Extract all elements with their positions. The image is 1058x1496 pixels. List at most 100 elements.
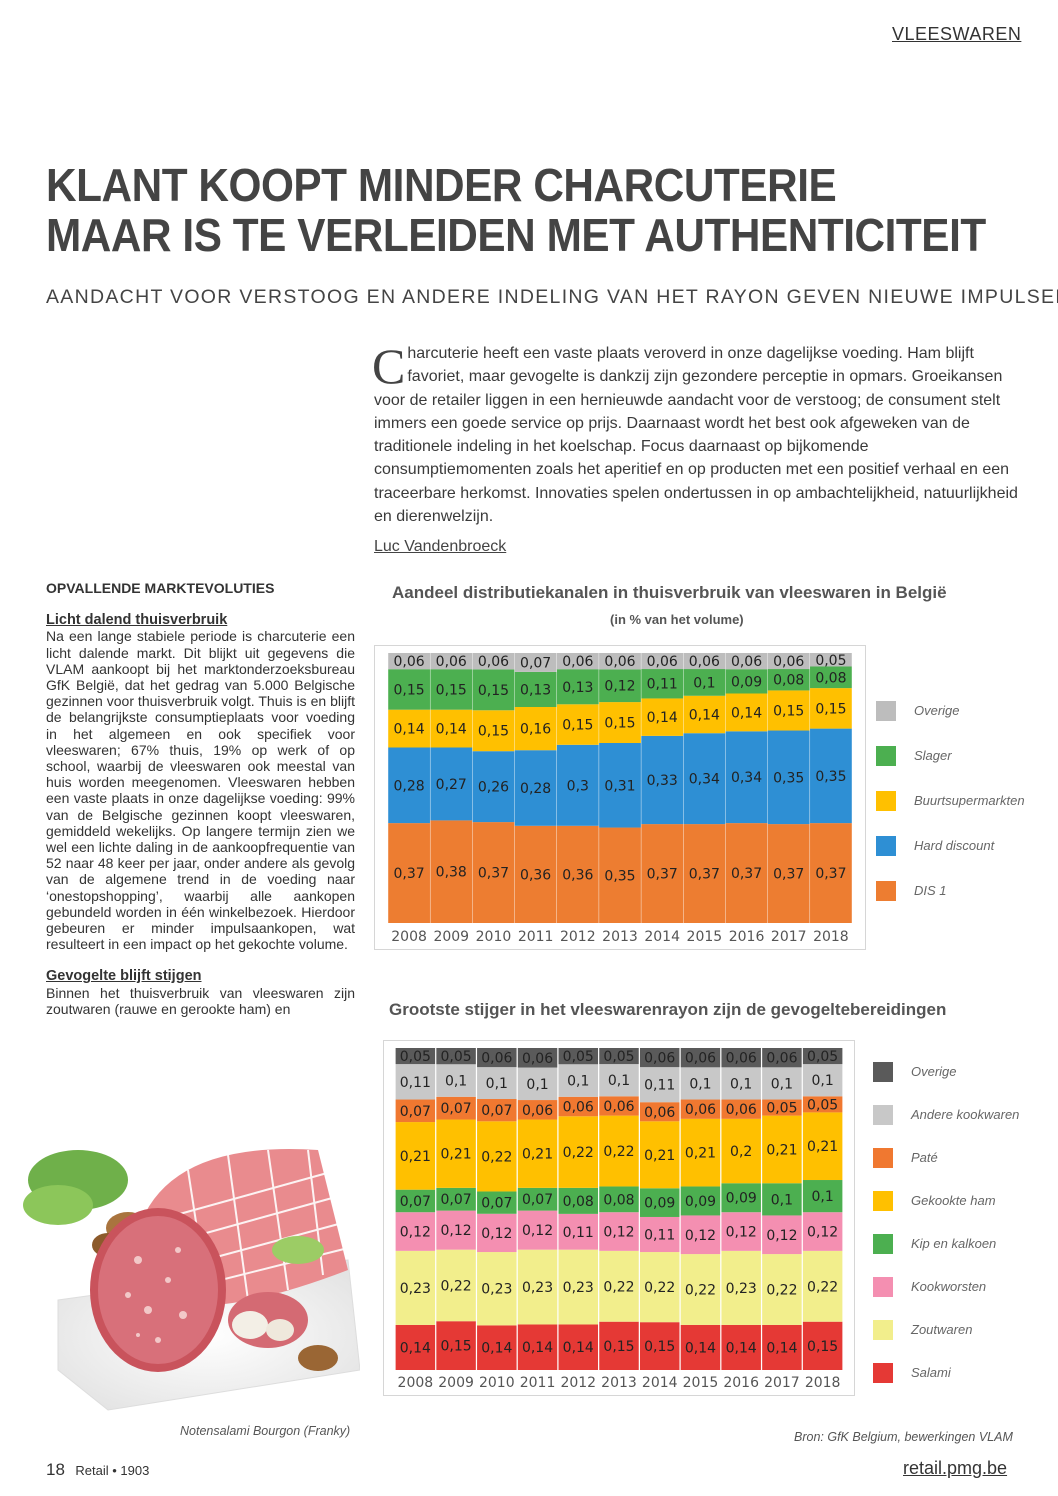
chart2-label-kookworsten-2015: 0,12 [685,1228,716,1244]
chart2-bar-kip-en-kalkoen-2014 [639,1188,680,1217]
chart1-label-slager-2017: 0,08 [773,673,804,689]
article-subtitle: AANDACHT VOOR VERSTOOG EN ANDERE INDELIN… [46,286,1058,308]
chart1-subtitle: (in % van het volume) [610,612,744,627]
chart1-legend-swatch-buurtsupermarkten [876,790,896,811]
chart2-label-overige-2013: 0,05 [603,1049,634,1065]
chart2-frame [383,1040,855,1396]
chart2-label-pat-2008: 0,07 [400,1104,431,1120]
chart1-label-buurtsupermarkten-2010: 0,15 [478,724,509,740]
chart2-bar-andere-kookwaren-2012 [558,1064,599,1097]
chart2-label-gekookte-ham-2012: 0,22 [563,1145,594,1161]
chart1-label-overige-2014: 0,06 [647,654,678,670]
chart2-bar-pat-2017 [762,1099,802,1116]
chart2-bar-salami-2009 [436,1321,476,1370]
chart1-label-slager-2013: 0,12 [604,679,635,695]
chart1-label-buurtsupermarkten-2008: 0,14 [394,722,425,738]
chart1-label-slager-2014: 0,11 [647,677,678,693]
chart1-bar-buurtsupermarkten-2016 [725,693,768,732]
chart2-bar-kookworsten-2014 [639,1216,680,1253]
chart2-label-andere-kookwaren-2018: 0,1 [812,1073,834,1089]
chart1-legend-label-overige: Overige [914,703,960,718]
chart2-label-zoutwaren-2013: 0,22 [603,1279,634,1295]
chart1-bar-buurtsupermarkten-2011 [514,707,557,751]
chart1-bar-overige-2018 [810,653,852,667]
chart1-label-slager-2012: 0,13 [562,680,593,696]
intro-text: harcuterie heeft een vaste plaats verove… [374,345,1018,526]
chart2-bar-zoutwaren-2011 [517,1249,558,1325]
chart2-bar-zoutwaren-2010 [477,1252,517,1326]
chart1-bar-buurtsupermarkten-2015 [683,695,726,734]
chart2-bar-kookworsten-2016 [721,1212,761,1251]
chart2-label-pat-2010: 0,07 [481,1103,512,1119]
chart1-label-overige-2013: 0,06 [604,654,635,670]
chart1-bar-buurtsupermarkten-2017 [767,690,810,731]
chart2-bar-gekookte-ham-2016 [721,1118,761,1184]
chart2-label-gekookte-ham-2017: 0,21 [766,1142,797,1158]
chart2-bar-overige-2008 [395,1048,436,1065]
chart1-category-2018: 2018 [813,929,849,945]
chart2-label-kookworsten-2008: 0,12 [400,1225,431,1241]
chart1-label-dis-1-2010: 0,37 [478,866,509,882]
chart1-bar-slager-2014 [641,669,684,699]
chart2-bar-overige-2015 [680,1048,721,1068]
chart1-label-slager-2018: 0,08 [815,670,846,686]
chart2-label-salami-2011: 0,14 [522,1340,553,1356]
chart1-label-overige-2017: 0,06 [773,654,804,670]
chart2-label-overige-2017: 0,06 [766,1051,797,1067]
chart1-category-2011: 2011 [518,929,554,945]
chart2-bar-andere-kookwaren-2011 [517,1067,558,1101]
chart1-label-dis-1-2013: 0,35 [604,868,635,884]
chart2-label-kookworsten-2014: 0,11 [644,1228,675,1244]
chart1-bar-dis-1-2012 [556,825,599,923]
chart2-bar-salami-2018 [802,1321,843,1370]
chart2-bar-kip-en-kalkoen-2011 [517,1187,558,1211]
chart2-legend-label-zoutwaren: Zoutwaren [911,1322,973,1337]
source-note: Bron: GfK Belgium, bewerkingen VLAM [794,1430,1013,1444]
chart2-label-kip-en-kalkoen-2017: 0,1 [771,1192,793,1208]
chart1-label-hard-discount-2010: 0,26 [478,780,509,796]
chart2-label-kookworsten-2017: 0,12 [766,1228,797,1244]
chart2-label-overige-2012: 0,05 [563,1049,594,1065]
chart2-label-salami-2008: 0,14 [400,1340,431,1356]
chart2-bar-salami-2015 [680,1324,721,1370]
chart1-bar-overige-2008 [388,653,430,670]
chart1-bar-dis-1-2016 [725,823,768,923]
chart1-bar-buurtsupermarkten-2018 [810,688,852,729]
chart2-bar-gekookte-ham-2018 [802,1112,843,1181]
chart2-bar-salami-2012 [558,1324,599,1370]
chart2-legend-swatch-zoutwaren [873,1319,893,1340]
chart1-category-2012: 2012 [560,929,596,945]
chart1-label-hard-discount-2014: 0,33 [647,773,678,789]
chart1-bar-dis-1-2013 [599,827,641,923]
chart2-bar-kip-en-kalkoen-2016 [721,1183,761,1213]
chart2-label-pat-2009: 0,07 [441,1101,472,1117]
chart2-category-2013: 2013 [601,1375,637,1391]
chart2-legend-label-kookworsten: Kookworsten [911,1279,987,1294]
title-line-2: MAAR IS TE VERLEIDEN MET AUTHENTICITEIT [46,209,986,261]
chart1-title: Aandeel distributiekanalen in thuisverbr… [392,583,947,602]
chart1-bar-slager-2018 [810,666,852,689]
chart1-bar-dis-1-2010 [472,822,515,923]
chart2-label-zoutwaren-2012: 0,23 [563,1280,594,1296]
chart1-label-buurtsupermarkten-2014: 0,14 [647,710,678,726]
chart1-label-dis-1-2015: 0,37 [689,867,720,883]
website-link[interactable]: retail.pmg.be [903,1458,1008,1478]
chart2-bar-andere-kookwaren-2016 [721,1067,761,1100]
chart2-label-pat-2015: 0,06 [685,1102,716,1118]
chart1-bar-hard-discount-2008 [388,747,430,824]
chart2-category-2014: 2014 [642,1375,678,1391]
chart2-label-gekookte-ham-2015: 0,21 [685,1146,716,1162]
chart2-category-2015: 2015 [683,1375,719,1391]
chart1-bar-slager-2008 [388,669,430,710]
chart2-label-zoutwaren-2015: 0,22 [685,1283,716,1299]
chart2-legend-swatch-gekookte-ham [873,1190,893,1211]
chart2-label-overige-2011: 0,06 [522,1051,553,1067]
chart1-bar-slager-2010 [472,669,515,711]
chart2-label-kookworsten-2013: 0,12 [603,1225,634,1241]
chart1-label-buurtsupermarkten-2012: 0,15 [562,718,593,734]
chart2-label-zoutwaren-2009: 0,22 [441,1278,472,1294]
chart2-bar-kip-en-kalkoen-2008 [395,1189,436,1213]
magazine-issue: Retail • 1903 [75,1463,150,1478]
chart1-label-slager-2010: 0,15 [478,683,509,699]
paragraph-licht-dalend: Na een lange stabiele periode is charcut… [46,628,355,953]
